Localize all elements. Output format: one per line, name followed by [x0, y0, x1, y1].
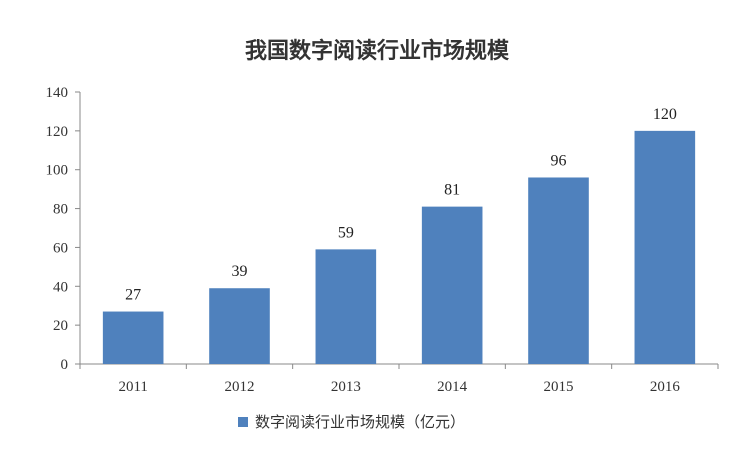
data-label-2011: 27 [125, 287, 141, 304]
y-tick-label: 20 [53, 318, 68, 334]
x-tick-label-2011: 2011 [118, 379, 147, 395]
y-tick-label: 100 [46, 163, 69, 179]
x-tick-label-2014: 2014 [437, 379, 468, 395]
y-tick-label: 120 [46, 124, 69, 140]
y-tick-label: 60 [53, 240, 68, 256]
data-label-2012: 39 [232, 263, 248, 280]
legend-label: 数字阅读行业市场规模（亿元） [255, 413, 465, 431]
bar-2011 [102, 311, 164, 364]
bar-2012 [209, 288, 270, 364]
data-label-2014: 81 [444, 182, 460, 199]
legend-swatch [238, 417, 248, 427]
x-tick-label-2015: 2015 [544, 379, 574, 395]
y-tick-label: 0 [61, 357, 69, 373]
data-label-2013: 59 [338, 224, 354, 241]
x-tick-label-2012: 2012 [225, 379, 255, 395]
legend: 数字阅读行业市场规模（亿元） [238, 413, 465, 431]
axes: 0 20 40 60 80 100 120 140 2011 2012 2013 2014 2015 20… [46, 85, 719, 395]
bars: 27 39 59 81 96 120 [102, 106, 696, 364]
data-label-2015: 96 [551, 152, 567, 169]
x-tick-label-2013: 2013 [331, 379, 361, 395]
bar-2015 [528, 177, 589, 364]
y-tick-label: 140 [46, 85, 69, 101]
bar-2013 [315, 249, 377, 364]
data-label-2016: 120 [653, 106, 677, 123]
bar-2014 [421, 206, 483, 364]
chart-title: 我国数字阅读行业市场规模 [245, 38, 510, 64]
y-tick-label: 80 [53, 202, 68, 218]
bar-2016 [634, 130, 696, 364]
x-tick-label-2016: 2016 [650, 379, 681, 395]
y-tick-label: 40 [53, 279, 68, 295]
